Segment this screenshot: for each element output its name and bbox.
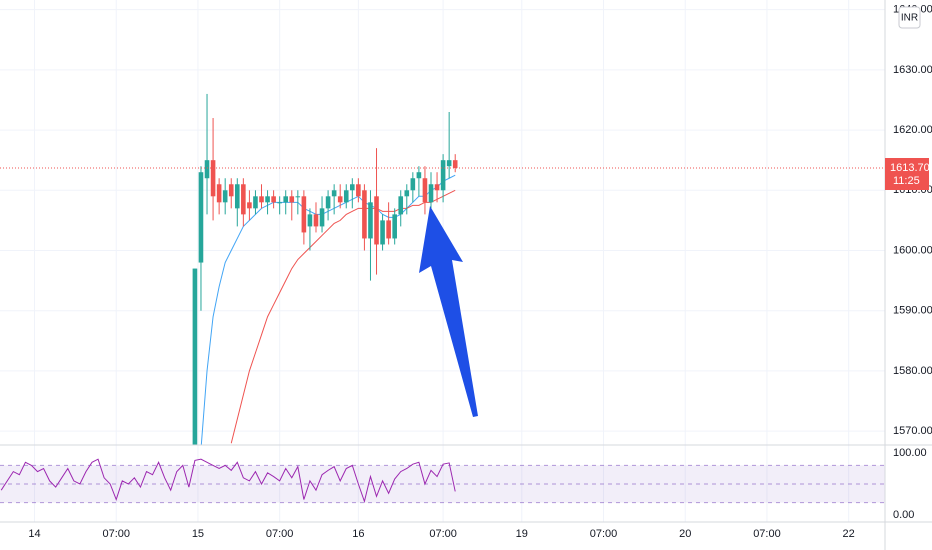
x-tick-label: 07:00 xyxy=(753,528,781,540)
candle-body xyxy=(374,196,379,245)
price-pane xyxy=(0,93,885,445)
candle-body xyxy=(428,184,434,203)
x-tick-label: 20 xyxy=(679,528,691,540)
candle-body xyxy=(386,220,391,239)
candle-body xyxy=(319,208,325,227)
currency[interactable]: INR xyxy=(901,13,918,24)
candle-body xyxy=(301,196,307,233)
rsi-line xyxy=(0,458,456,504)
y-tick-label: 100.00 xyxy=(893,447,927,459)
y-tick-label: 1600.00 xyxy=(893,244,932,256)
candle-body xyxy=(204,160,210,179)
rsi-pane xyxy=(0,458,885,504)
candle-body xyxy=(259,196,264,203)
candle-body xyxy=(350,184,355,191)
x-tick-label: 19 xyxy=(516,528,528,540)
candle-body xyxy=(440,160,446,191)
candle-body xyxy=(313,214,319,227)
candle-body xyxy=(343,190,349,203)
candle-body xyxy=(265,196,270,203)
candle-body xyxy=(307,214,313,227)
x-tick-label: 22 xyxy=(843,528,855,540)
candle-body xyxy=(216,184,222,203)
x-tick-label: 07:00 xyxy=(429,528,457,540)
candle-body xyxy=(398,196,404,215)
candle-body xyxy=(192,268,198,445)
last-price-tag xyxy=(885,158,929,191)
candle-body xyxy=(452,160,458,169)
y-tick-label: 0.00 xyxy=(893,509,914,521)
annotation-arrow xyxy=(419,206,478,417)
currency-box[interactable] xyxy=(898,6,921,29)
x-tick-label: 07:00 xyxy=(590,528,618,540)
candle-body xyxy=(222,190,228,203)
candle-body xyxy=(289,196,295,203)
candle-body xyxy=(410,178,416,191)
candle-body xyxy=(228,184,234,197)
candle-body xyxy=(234,184,240,209)
candle-body xyxy=(368,202,373,239)
candle-body xyxy=(416,172,422,179)
candle-body xyxy=(198,172,204,263)
x-tick-label: 16 xyxy=(352,528,364,540)
last-price-label: 1613.70 xyxy=(890,162,930,174)
candle-body xyxy=(356,184,361,197)
y-tick-label: 1580.00 xyxy=(893,365,932,377)
labels: 1570.001580.001590.001600.001610.001620.… xyxy=(28,4,932,540)
candle-body xyxy=(325,196,331,209)
grid xyxy=(0,0,885,522)
candle-body xyxy=(380,220,385,245)
x-tick-label: 07:00 xyxy=(102,528,130,540)
candle-body xyxy=(337,196,343,203)
x-tick-label: 07:00 xyxy=(266,528,294,540)
y-tick-label: 1620.00 xyxy=(893,124,932,136)
moving-average xyxy=(230,189,456,444)
candle-body xyxy=(283,196,289,203)
y-tick-label: 1590.00 xyxy=(893,305,932,317)
candle-body xyxy=(271,196,276,203)
candle-body xyxy=(362,190,367,239)
candle-body xyxy=(422,178,428,203)
x-tick-label: 14 xyxy=(28,528,40,540)
candle-body xyxy=(331,190,337,197)
candle-body xyxy=(434,184,440,191)
candle-body xyxy=(253,196,258,209)
x-tick-label: 15 xyxy=(192,528,204,540)
candle-body xyxy=(241,184,246,215)
candle-body xyxy=(210,160,216,197)
candle-body xyxy=(295,196,301,198)
y-tick-label: 1570.00 xyxy=(893,425,932,437)
candle-body xyxy=(404,190,410,197)
candle-body xyxy=(446,160,452,167)
countdown-label: 11:25 xyxy=(893,175,920,187)
y-tick-label: 1630.00 xyxy=(893,64,932,76)
candle-body xyxy=(247,202,252,209)
candle-body xyxy=(277,202,282,204)
candle-body xyxy=(392,214,397,239)
